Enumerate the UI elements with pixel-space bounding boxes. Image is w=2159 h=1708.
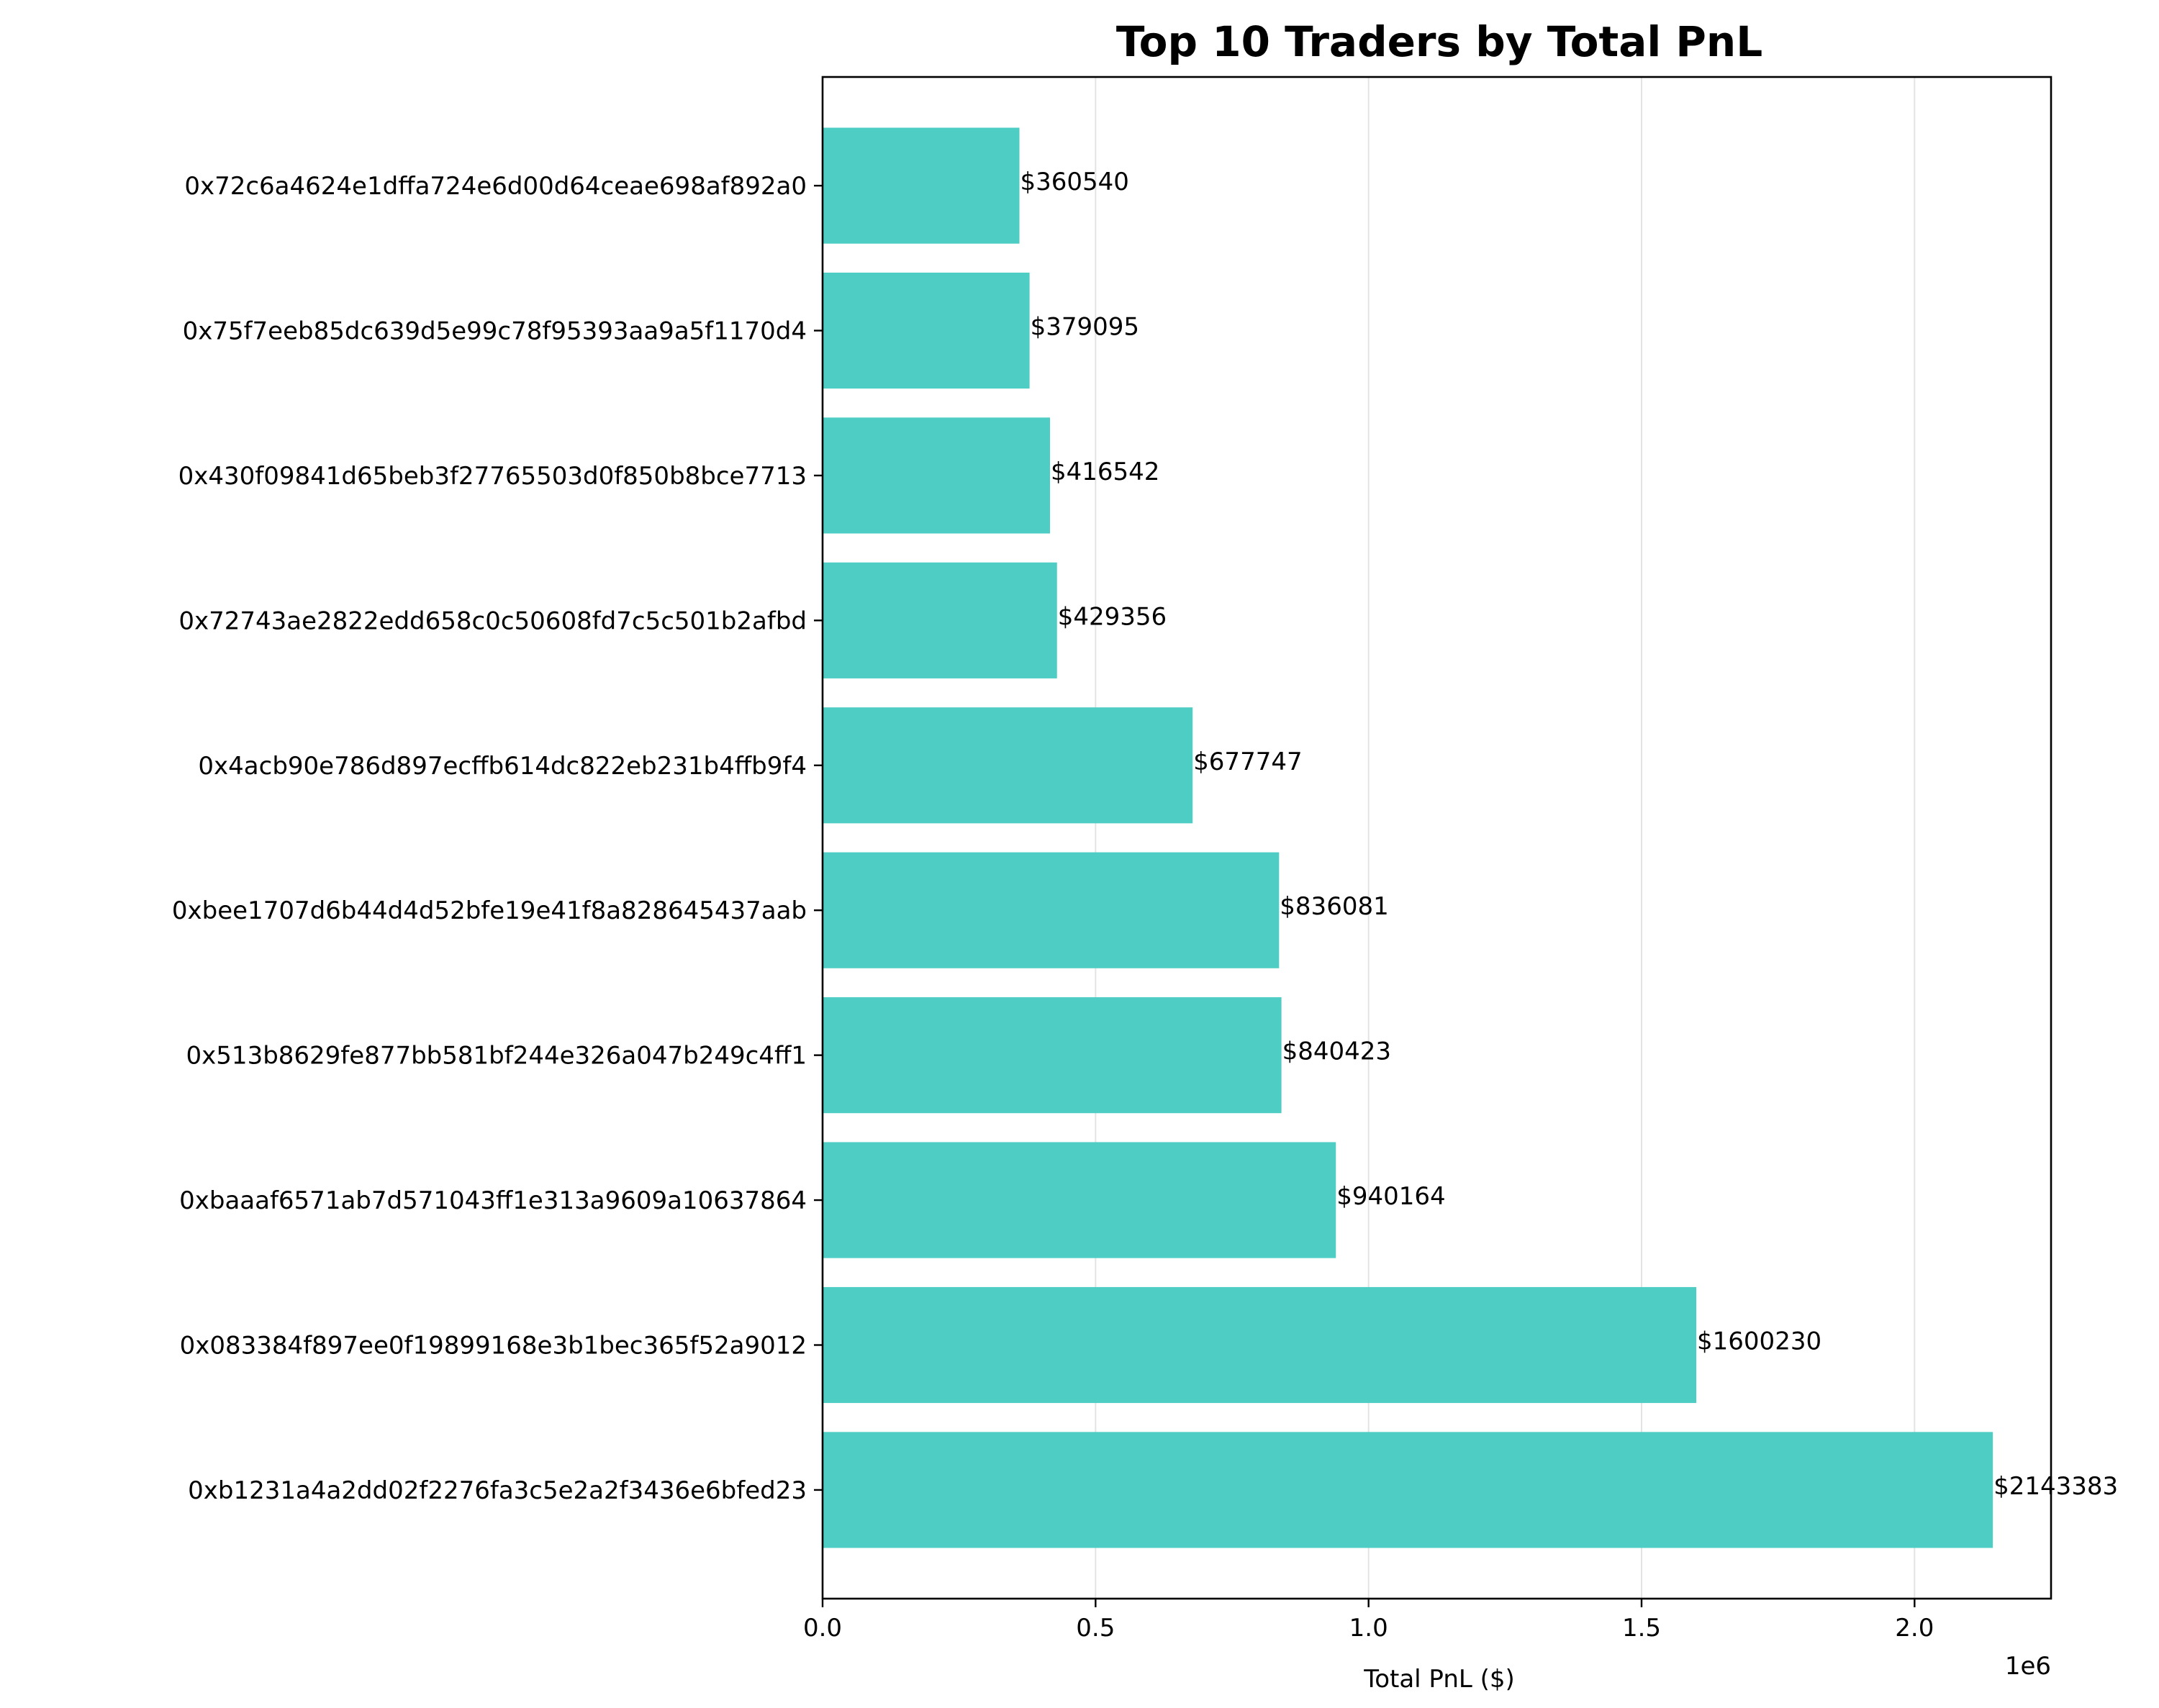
y-tick-label: 0xb1231a4a2dd02f2276fa3c5e2a2f3436e6bfed… — [188, 1476, 807, 1505]
x-tick-label: 1.0 — [1349, 1614, 1388, 1643]
bar — [823, 1432, 1993, 1548]
y-tick-label: 0x72c6a4624e1dffa724e6d00d64ceae698af892… — [184, 172, 807, 201]
x-tick-label: 0.5 — [1076, 1614, 1115, 1643]
bar-value-label: $429356 — [1058, 602, 1167, 631]
bar-value-label: $1600230 — [1697, 1327, 1821, 1356]
chart-title: Top 10 Traders by Total PnL — [1116, 17, 1762, 66]
bar — [823, 128, 1020, 244]
y-tick-label: 0xbee1707d6b44d4d52bfe19e41f8a828645437a… — [172, 896, 807, 925]
x-axis-label: Total PnL ($) — [1363, 1665, 1515, 1694]
bar-value-label: $940164 — [1336, 1182, 1445, 1211]
bar-value-label: $2143383 — [1993, 1472, 2118, 1501]
y-tick-label: 0x4acb90e786d897ecffb614dc822eb231b4ffb9… — [198, 752, 807, 781]
x-tick-label: 2.0 — [1895, 1614, 1934, 1643]
x-tick-label: 1.5 — [1622, 1614, 1661, 1643]
y-tick-label: 0x430f09841d65beb3f27765503d0f850b8bce77… — [178, 462, 807, 491]
bar — [823, 1287, 1696, 1403]
bar-value-label: $840423 — [1282, 1037, 1391, 1066]
x-tick-label: 0.0 — [803, 1614, 842, 1643]
bar — [823, 707, 1192, 823]
bar-value-label: $360540 — [1020, 168, 1129, 196]
bar — [823, 997, 1282, 1113]
bar-value-label: $416542 — [1051, 458, 1159, 486]
bar — [823, 273, 1030, 389]
bar-value-label: $836081 — [1280, 892, 1388, 921]
y-tick-label: 0x513b8629fe877bb581bf244e326a047b249c4f… — [186, 1042, 807, 1071]
bar-value-label: $677747 — [1193, 748, 1302, 776]
x-axis-scale-label: 1e6 — [2005, 1652, 2051, 1681]
bar — [823, 563, 1057, 678]
bar — [823, 1143, 1336, 1258]
y-tick-label: 0xbaaaf6571ab7d571043ff1e313a9609a106378… — [179, 1186, 807, 1215]
bar — [823, 853, 1279, 968]
y-tick-label: 0x083384f897ee0f19899168e3b1bec365f52a90… — [180, 1332, 807, 1361]
y-tick-label: 0x72743ae2822edd658c0c50608fd7c5c501b2af… — [178, 607, 807, 635]
bar — [823, 417, 1050, 533]
bar-value-label: $379095 — [1031, 313, 1139, 342]
y-tick-label: 0x75f7eeb85dc639d5e99c78f95393aa9a5f1170… — [183, 317, 807, 346]
